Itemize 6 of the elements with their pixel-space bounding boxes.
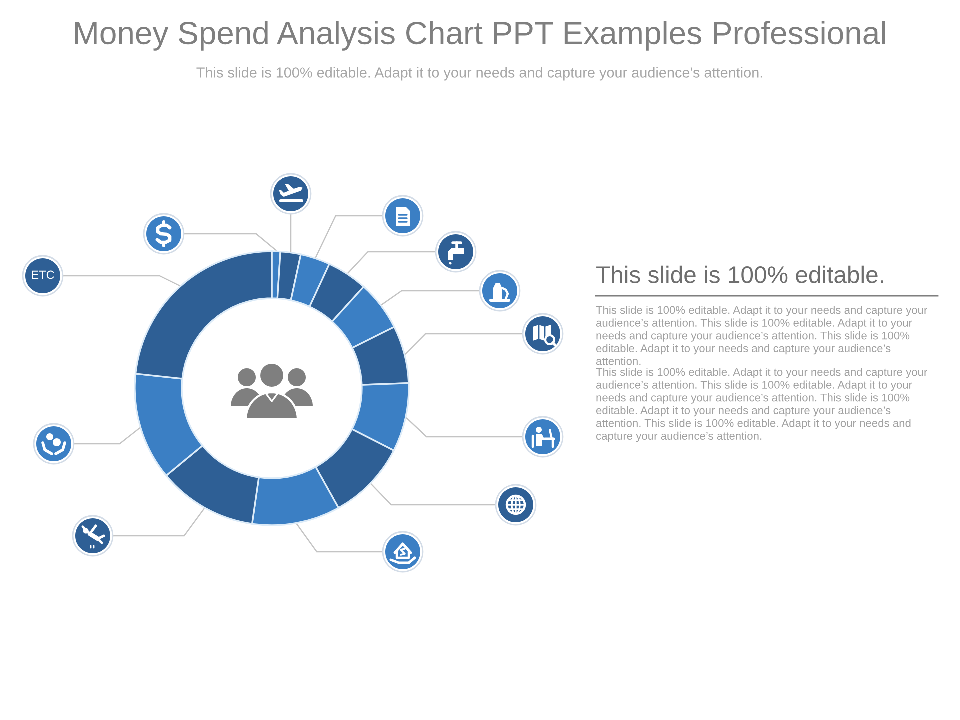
text: This slide is 100% editable. Adapt it to your needs and capture your audience’s attention. This slide is 100% editable. Adapt it to your needs and capture your audience’s attention. This slide is 100% editable. Adapt it to your needs and capture your audience’s attention. This slide is 100% editable. Adapt it to your needs and capture your audience’s attention. bbox=[596, 368, 928, 442]
text: This slide is 100% editable. Adapt it to your needs and capture your audience’s attention. This slide is 100% editable. Adapt it to your needs and capture your audience’s attention. This slide is 100% editable. Adapt it to your needs and capture your audience’s attention. bbox=[596, 306, 928, 366]
text: This slide is 100% editable. bbox=[596, 266, 884, 284]
text: Money Spend Analysis Chart PPT Examples Professional bbox=[75, 21, 886, 51]
slice-label: ETC bbox=[32, 270, 54, 280]
text: This slide is 100% editable. Adapt it to your needs and capture your audience's attention. bbox=[196, 67, 762, 81]
